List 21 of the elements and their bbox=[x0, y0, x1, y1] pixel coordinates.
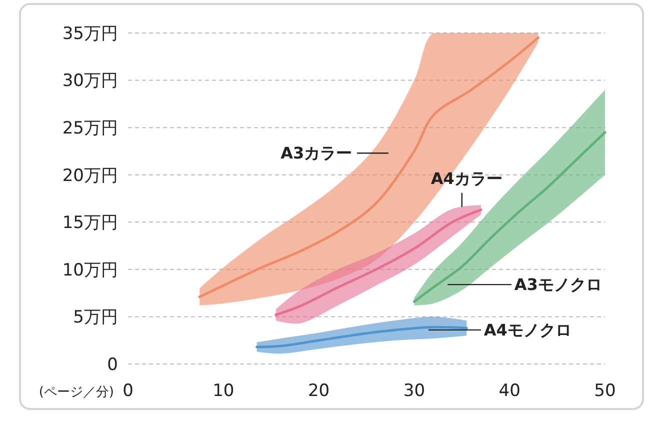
y-tick-label: 35万円 bbox=[62, 24, 118, 44]
y-tick-label: 25万円 bbox=[62, 118, 118, 139]
y-tick-label: 30万円 bbox=[62, 71, 118, 92]
text: A3モノクロ bbox=[514, 275, 602, 294]
line-series bbox=[256, 326, 468, 348]
y-tick-label: 0 bbox=[107, 354, 118, 375]
x-tick-label: 20 bbox=[308, 381, 330, 401]
y-tick-label: 20万円 bbox=[62, 166, 118, 186]
x-tick-label: 0 bbox=[122, 381, 134, 401]
text: A3カラー bbox=[280, 144, 352, 163]
y-tick-label: 15万円 bbox=[62, 213, 118, 234]
y-tick-label: 5万円 bbox=[73, 308, 118, 328]
series-label: A4モノクロ bbox=[484, 320, 572, 340]
x-tick-label: 50 bbox=[594, 381, 616, 401]
line-series bbox=[412, 131, 606, 303]
y-tick-label: 10万円 bbox=[62, 260, 118, 280]
x-tick-label: 10 bbox=[212, 381, 234, 401]
x-tick-label: 30 bbox=[403, 381, 426, 401]
x-tick-label: 40 bbox=[498, 381, 520, 401]
x-axis-title: (ページ／分) bbox=[38, 385, 114, 400]
series-label: A4カラー bbox=[430, 169, 502, 188]
